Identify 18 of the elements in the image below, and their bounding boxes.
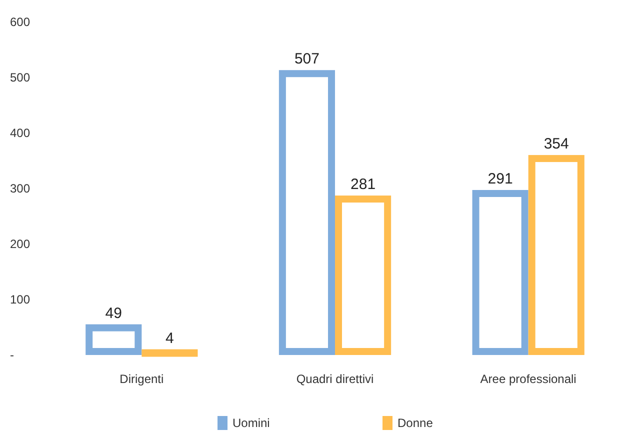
- y-tick-label: 600: [10, 15, 30, 30]
- legend-label: Donne: [398, 416, 434, 430]
- y-tick-label: 500: [10, 70, 30, 85]
- data-label: 354: [544, 136, 569, 153]
- y-tick-label: 100: [10, 292, 30, 307]
- x-tick-label: Dirigenti: [120, 372, 164, 386]
- data-label: 49: [105, 304, 122, 322]
- data-label: 281: [350, 176, 376, 194]
- y-tick-label: 200: [10, 237, 30, 252]
- data-label: 4: [166, 330, 174, 347]
- y-tick-label: -: [10, 348, 14, 362]
- y-tick-label: 400: [10, 126, 30, 140]
- legend-label: Uomini: [232, 416, 270, 430]
- x-tick-label: Quadri direttivi: [296, 372, 374, 386]
- data-label: 291: [488, 170, 513, 188]
- y-tick-label: 300: [10, 182, 30, 196]
- x-tick-label: Aree professionali: [480, 372, 576, 386]
- data-label: 507: [294, 50, 320, 68]
